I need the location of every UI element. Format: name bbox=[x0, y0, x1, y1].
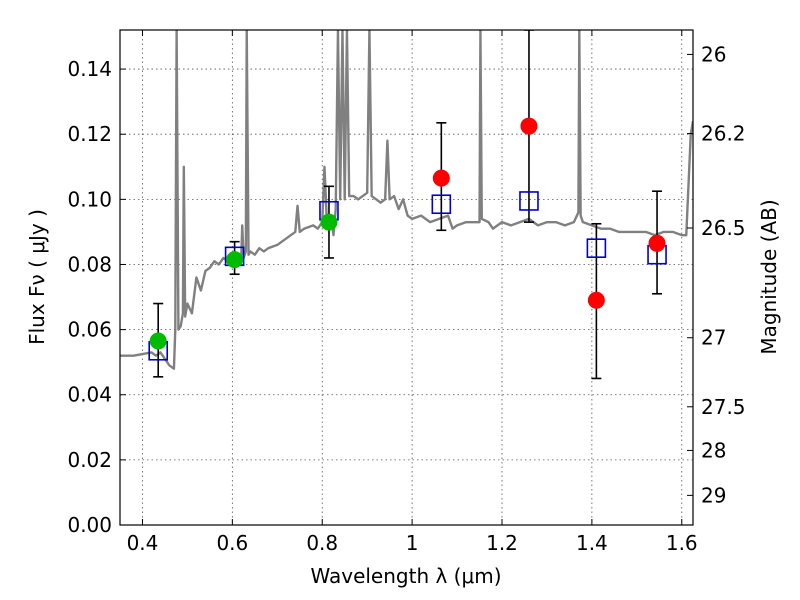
model-photometry-square bbox=[519, 191, 539, 211]
y-tick-label: 0.08 bbox=[67, 252, 112, 276]
magnitude-tick-label: 26 bbox=[701, 42, 726, 66]
x-tick-label: 0.4 bbox=[127, 531, 159, 555]
magnitude-tick-label: 26.2 bbox=[701, 122, 746, 146]
x-tick-label: 1.6 bbox=[666, 531, 698, 555]
model-photometry-square bbox=[586, 238, 607, 258]
x-tick-label: 1.2 bbox=[486, 531, 518, 555]
y-tick-label: 0.10 bbox=[67, 187, 112, 211]
y-tick-label: 0.02 bbox=[67, 448, 112, 472]
y-tick-label: 0.14 bbox=[67, 57, 112, 81]
model-spectrum-line bbox=[120, 30, 693, 370]
red-data-point bbox=[648, 234, 666, 252]
magnitude-tick-label: 27 bbox=[701, 326, 726, 350]
magnitude-tick-label: 26.5 bbox=[701, 216, 746, 240]
x-tick-label: 1 bbox=[406, 531, 419, 555]
x-tick-label: 0.6 bbox=[216, 531, 248, 555]
red-data-point bbox=[587, 291, 605, 309]
red-data-point bbox=[520, 117, 538, 135]
plot-frame bbox=[119, 29, 694, 526]
y-axis-label: Flux Fν ( μJy ) bbox=[25, 209, 49, 345]
magnitude-tick-label: 29 bbox=[701, 483, 726, 507]
ticks: 0.4 0.6 0.8 1 1.2 1.4 1.6 0.00 0.02 0.04 0.06 0.08 0… bbox=[67, 30, 746, 555]
x-tick-label: 1.4 bbox=[576, 531, 608, 555]
y-tick-label: 0.00 bbox=[67, 513, 112, 537]
magnitude-tick-label: 28 bbox=[701, 438, 726, 462]
green-data-point bbox=[149, 332, 167, 350]
y-tick-label: 0.12 bbox=[67, 122, 112, 146]
green-data-point bbox=[320, 213, 338, 231]
plot-area bbox=[120, 30, 693, 380]
y-tick-label: 0.04 bbox=[67, 383, 112, 407]
grid bbox=[120, 30, 693, 526]
magnitude-tick-label: 27.5 bbox=[701, 395, 746, 419]
x-tick-label: 0.8 bbox=[306, 531, 338, 555]
green-data-point bbox=[226, 251, 244, 269]
y2-axis-label: Magnitude (AB) bbox=[757, 199, 781, 354]
model-photometry-square bbox=[431, 194, 452, 215]
red-data-point bbox=[432, 169, 450, 187]
y-tick-label: 0.06 bbox=[67, 318, 112, 342]
x-axis-label: Wavelength λ (μm) bbox=[310, 564, 501, 588]
